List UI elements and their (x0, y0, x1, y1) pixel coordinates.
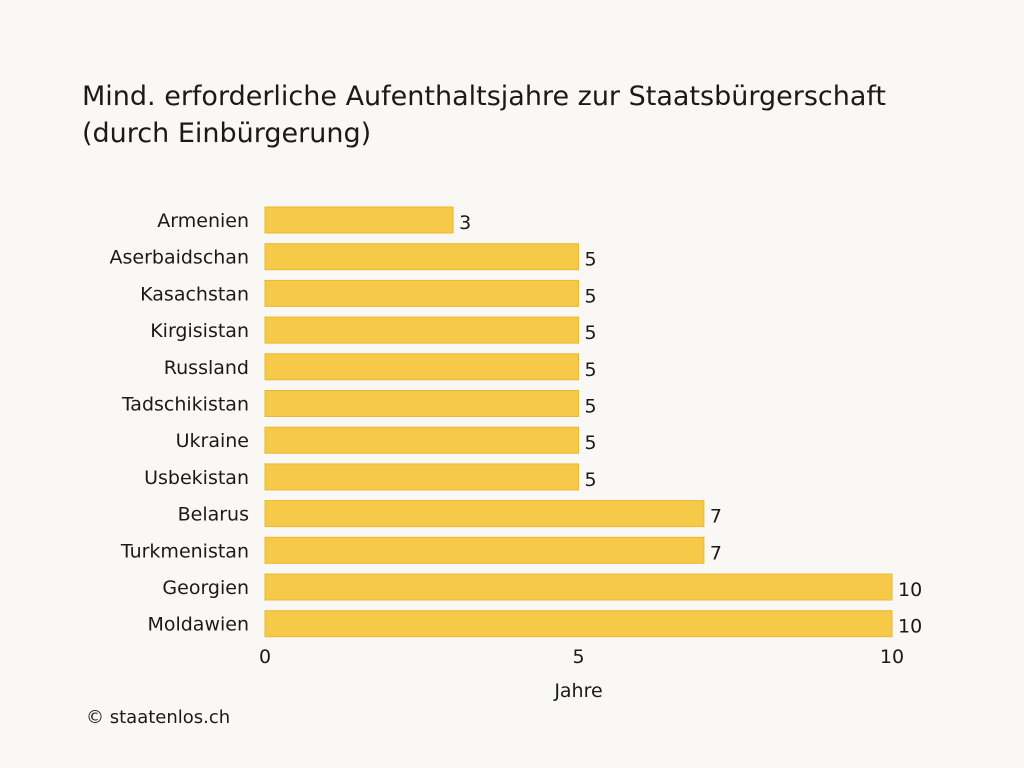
category-label: Aserbaidschan (109, 247, 249, 269)
category-label: Turkmenistan (120, 540, 249, 562)
x-axis-title: Jahre (553, 680, 602, 702)
category-label: Belarus (178, 504, 249, 526)
bar (264, 316, 579, 344)
category-label: Tadschikistan (121, 394, 249, 416)
x-tick-label: 10 (880, 646, 904, 668)
bar (264, 390, 579, 417)
bar (264, 573, 893, 601)
category-label: Armenien (157, 210, 249, 232)
bar (264, 536, 705, 564)
x-tick-label: 5 (572, 646, 584, 668)
bar (264, 500, 705, 528)
chart-title: Mind. erforderliche Aufenthaltsjahre zur… (82, 81, 887, 149)
value-label: 3 (459, 212, 471, 234)
x-tick-label: 0 (259, 646, 271, 668)
bar (264, 206, 454, 234)
value-label: 10 (898, 579, 922, 601)
value-label: 5 (585, 359, 597, 381)
category-label: Kirgisistan (150, 320, 249, 342)
value-label: 10 (898, 616, 922, 638)
value-label: 5 (585, 285, 597, 307)
category-label: Georgien (162, 577, 249, 599)
value-label: 7 (710, 506, 722, 528)
bar (264, 426, 579, 454)
value-label: 7 (710, 542, 722, 564)
bar (264, 353, 579, 381)
value-label: 5 (585, 396, 597, 418)
category-label: Moldawien (147, 614, 249, 636)
bar (264, 243, 579, 271)
copyright-note: © staatenlos.ch (86, 707, 231, 728)
value-label: 5 (585, 322, 597, 344)
bar (264, 463, 579, 491)
category-label: Ukraine (176, 430, 249, 452)
bar (264, 610, 893, 638)
category-label: Russland (164, 357, 249, 379)
category-label: Kasachstan (140, 283, 249, 305)
category-label: Usbekistan (144, 467, 249, 489)
value-label: 5 (585, 469, 597, 491)
value-label: 5 (585, 249, 597, 271)
value-label: 5 (585, 432, 597, 454)
bar (264, 279, 579, 307)
